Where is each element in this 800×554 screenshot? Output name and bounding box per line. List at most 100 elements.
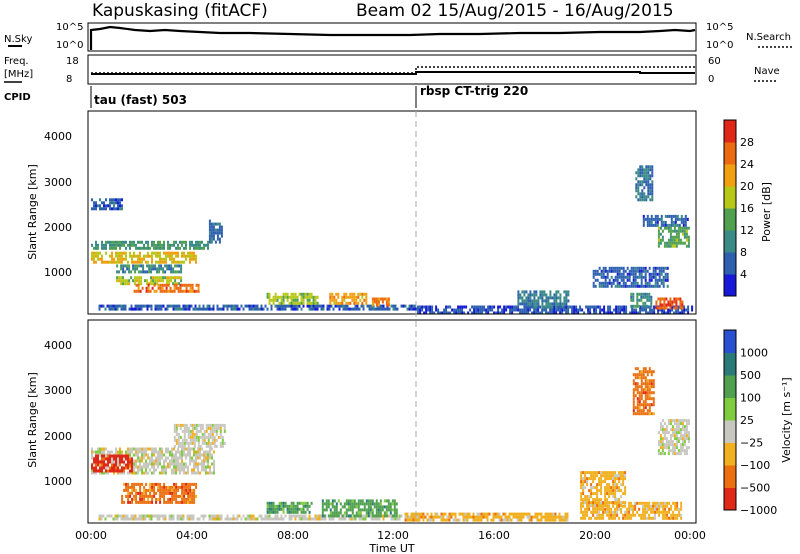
range-gate-cell (671, 431, 674, 435)
range-gate-cell (588, 489, 591, 493)
range-gate-cell (422, 518, 425, 522)
range-gate-cell (448, 512, 451, 516)
range-gate-cell (582, 510, 585, 514)
range-gate-cell (628, 272, 631, 276)
range-gate-cell (614, 486, 617, 490)
range-gate-cell (673, 297, 676, 301)
power-ytick-label: 3000 (44, 176, 72, 189)
range-gate-cell (675, 238, 678, 242)
nsearch-tick-top: 10^5 (706, 22, 733, 33)
range-gate-cell (618, 474, 621, 478)
range-gate-cell (127, 466, 129, 470)
range-gate-cell (646, 281, 649, 285)
range-gate-cell (181, 450, 183, 454)
range-gate-cell (306, 298, 309, 302)
range-gate-cell (193, 471, 195, 475)
range-gate-cell (636, 397, 639, 401)
range-gate-cell (115, 454, 117, 458)
range-gate-cell (388, 514, 391, 518)
range-gate-cell (533, 302, 536, 306)
range-gate-cell (600, 504, 603, 508)
range-gate-cell (563, 308, 566, 312)
range-gate-cell (118, 514, 121, 518)
range-gate-cell (598, 471, 601, 475)
range-gate-cell (170, 276, 173, 280)
range-gate-cell (216, 222, 219, 226)
range-gate-cell (197, 465, 199, 469)
range-gate-cell (664, 504, 667, 508)
range-gate-cell (338, 304, 341, 308)
range-gate-cell (687, 311, 690, 315)
range-gate-cell (610, 275, 613, 279)
range-gate-cell (280, 514, 283, 518)
range-gate-cell (632, 284, 635, 288)
range-gate-cell (177, 450, 179, 454)
range-gate-cell (106, 304, 109, 308)
range-gate-cell (95, 204, 97, 208)
range-gate-cell (635, 171, 638, 175)
range-gate-cell (565, 311, 568, 315)
range-gate-cell (117, 198, 119, 202)
power-plot-area (88, 111, 696, 314)
range-gate-cell (685, 235, 688, 239)
range-gate-cell (604, 507, 607, 511)
range-gate-cell (175, 286, 178, 290)
range-gate-cell (636, 269, 639, 273)
range-gate-cell (190, 304, 193, 308)
range-gate-cell (608, 278, 611, 282)
range-gate-cell (645, 308, 648, 312)
range-gate-cell (187, 447, 189, 451)
range-gate-cell (181, 465, 183, 469)
range-gate-cell (204, 307, 207, 311)
range-gate-cell (191, 289, 194, 293)
range-gate-cell (602, 513, 605, 517)
range-gate-cell (117, 471, 119, 475)
range-gate-cell (174, 279, 177, 283)
range-gate-cell (151, 286, 154, 290)
range-gate-cell (645, 183, 648, 187)
range-gate-cell (159, 497, 162, 501)
range-gate-cell (292, 295, 295, 299)
range-gate-cell (575, 311, 578, 315)
range-gate-cell (642, 367, 645, 371)
range-gate-cell (142, 517, 145, 521)
range-gate-cell (337, 499, 340, 503)
range-gate-cell (636, 388, 639, 392)
range-gate-cell (659, 232, 662, 236)
range-gate-cell (197, 438, 200, 442)
range-gate-cell (592, 498, 595, 502)
range-gate-cell (203, 441, 206, 445)
range-gate-cell (652, 400, 655, 404)
range-gate-cell (369, 511, 372, 515)
range-gate-cell (178, 304, 181, 308)
range-gate-cell (643, 180, 646, 184)
range-gate-cell (636, 382, 639, 386)
range-gate-cell (471, 311, 474, 315)
range-gate-cell (213, 438, 216, 442)
range-gate-cell (632, 269, 635, 273)
range-gate-cell (175, 260, 177, 264)
range-gate-cell (417, 305, 420, 309)
range-gate-cell (143, 254, 145, 258)
range-gate-cell (642, 391, 645, 395)
range-gate-cell (634, 275, 637, 279)
range-gate-cell (115, 240, 117, 244)
range-gate-cell (282, 292, 285, 296)
range-gate-cell (308, 292, 311, 296)
range-gate-cell (667, 446, 670, 450)
range-gate-cell (236, 307, 239, 311)
range-gate-cell (461, 311, 464, 315)
range-gate-cell (506, 515, 509, 519)
range-gate-cell (680, 217, 683, 221)
range-gate-cell (394, 304, 397, 308)
range-gate-cell (193, 450, 195, 454)
range-gate-cell (353, 514, 356, 518)
range-gate-cell (111, 469, 113, 473)
range-gate-cell (687, 440, 690, 444)
range-gate-cell (493, 305, 496, 309)
range-gate-cell (479, 308, 482, 312)
range-gate-cell (232, 517, 235, 521)
range-gate-cell (219, 435, 222, 439)
range-gate-cell (115, 469, 117, 473)
range-gate-cell (91, 463, 93, 467)
